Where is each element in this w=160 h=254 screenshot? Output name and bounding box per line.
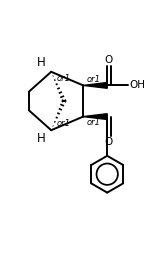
Text: or1: or1 [56,74,70,83]
Polygon shape [83,114,107,119]
Text: or1: or1 [56,119,70,128]
Text: H: H [37,133,46,146]
Text: or1: or1 [87,118,101,127]
Text: or1: or1 [87,75,101,84]
Text: O: O [105,137,113,147]
Polygon shape [83,83,107,88]
Text: OH: OH [130,81,146,90]
Text: O: O [105,55,113,65]
Text: H: H [37,56,46,70]
